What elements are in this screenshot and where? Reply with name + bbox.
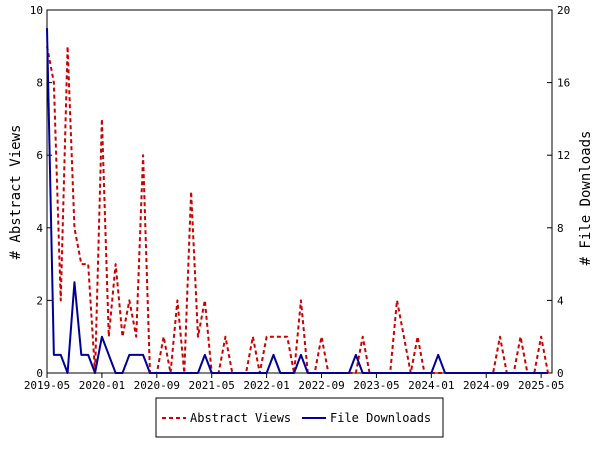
y2-axis-title: # File Downloads [578, 131, 594, 266]
left-tick-label: 0 [36, 367, 43, 380]
legend-label-file-downloads: File Downloads [330, 411, 431, 425]
x-tick-label: 2024-01 [408, 379, 454, 392]
right-tick-label: 0 [557, 367, 564, 380]
x-tick-label: 2020-01 [79, 379, 125, 392]
right-tick-label: 20 [557, 4, 570, 17]
plot-frame [46, 9, 553, 374]
x-tick-label: 2023-05 [353, 379, 399, 392]
x-tick-label: 2022-01 [243, 379, 289, 392]
left-tick-label: 6 [36, 149, 43, 162]
left-tick-label: 4 [36, 222, 43, 235]
series-line-abstract-views [46, 45, 549, 374]
x-tick-label: 2022-09 [298, 379, 344, 392]
left-tick-label: 2 [36, 294, 43, 307]
series-lines [46, 28, 549, 374]
x-tick-label: 2024-09 [463, 379, 509, 392]
right-tick-label: 4 [557, 294, 564, 307]
right-tick-label: 16 [557, 77, 570, 90]
legend: Abstract Views File Downloads [155, 397, 444, 438]
right-tick-label: 8 [557, 222, 564, 235]
x-tick-label: 2020-09 [134, 379, 180, 392]
left-tick-label: 8 [36, 77, 43, 90]
legend-box [155, 397, 444, 438]
x-tick-label: 2021-05 [189, 379, 235, 392]
right-axis: 0 4 8 12 16 20 [547, 4, 570, 380]
right-tick-label: 12 [557, 149, 570, 162]
legend-label-abstract-views: Abstract Views [190, 411, 291, 425]
left-tick-label: 10 [30, 4, 43, 17]
x-axis: 2019-05 2020-01 2020-09 2021-05 2022-01 2022-… [24, 373, 564, 392]
y-axis-title: # Abstract Views [8, 125, 24, 260]
x-tick-label: 2025-05 [518, 379, 564, 392]
left-axis: 0 2 4 6 8 10 [30, 4, 52, 380]
x-tick-label: 2019-05 [24, 379, 70, 392]
series-line-file-downloads [46, 28, 548, 374]
